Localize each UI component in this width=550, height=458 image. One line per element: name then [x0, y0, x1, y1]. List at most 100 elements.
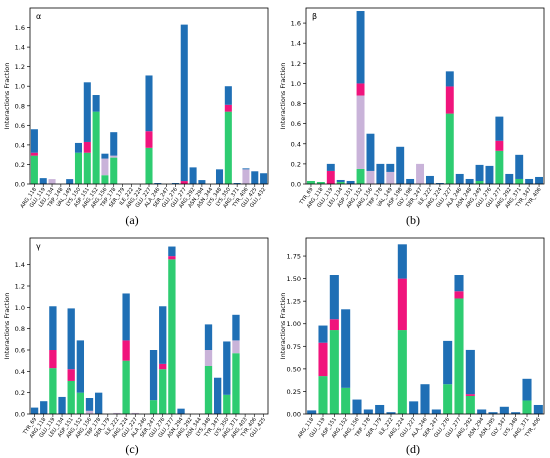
bar-a-GLU_277-water_bridges [180, 24, 188, 182]
bar-b-ARG_371-hydrogen_bonds [515, 178, 524, 184]
chart-panel-d: 0.00 0.25 0.50 0.75 1.00 1.25 1.50 1.75 Interact… [276, 230, 550, 442]
bar-d-ARG_224-ionic [397, 278, 407, 331]
bar-c-ASN_294-water_bridges [177, 408, 185, 414]
ytick-label: 0.0 [15, 411, 25, 419]
ytick-label: 1.25 [287, 298, 301, 306]
bar-b-ARG_152-hydrophobic [356, 95, 365, 169]
bar-b-TRP_178-water_bridges [376, 163, 385, 184]
bar-a-ARG_118-ionic [30, 152, 38, 156]
bar-d-GLU_277-water_bridges [454, 275, 464, 292]
bar-d-ARG_371-water_bridges [522, 378, 532, 401]
ytick-label: 0.0 [15, 181, 25, 189]
bar-a-ARG_152-water_bridges [92, 95, 100, 112]
bar-a-LYS_150-water_bridges [74, 142, 83, 153]
bar-d-ARG_152-water_bridges [341, 309, 351, 388]
bar-c-ARG_156-hydrophobic [85, 410, 94, 414]
ytick-label: 0.2 [15, 389, 25, 397]
bar-a-ARG_118-hydrogen_bonds [30, 155, 38, 184]
bar-b-SER_247-hydrophobic [416, 163, 425, 184]
bar-b-GLU_276-water_bridges [485, 165, 494, 184]
bar-c-GLU_227-hydrophobic [131, 412, 139, 414]
ytick-label: 0.6 [15, 122, 25, 130]
bar-d-GLU_276-water_bridges [443, 340, 453, 385]
ytick-label: 1.4 [15, 261, 25, 269]
bar-a-ARG_371-water_bridges [233, 183, 241, 184]
chart-b-svg: 0.0 0.2 0.4 0.6 0.8 1.0 1.2 1.4 1.6 Interactions … [279, 7, 545, 210]
caption-c: (c) [125, 442, 139, 456]
bar-a-LYS_348-water_bridges [215, 169, 224, 184]
bar-a-GLU_227-ionic [145, 131, 153, 148]
bar-a-TYR_406-hydrophobic [242, 169, 250, 184]
bar-a-GLU_277-ionic [180, 181, 188, 184]
ytick-label: 1.0 [15, 304, 25, 312]
bar-d-SER_179-water_bridges [375, 404, 385, 414]
bar-a-ARG_156-hydrophobic [101, 158, 109, 176]
bar-b-GLU_119-water_bridges [326, 163, 335, 171]
bar-b-GLU_227-ionic [445, 86, 454, 114]
ytick-label: 1.0 [291, 80, 301, 88]
bar-a-ARG_156-water_bridges [101, 153, 109, 159]
bar-d-GLU_277-ionic [454, 291, 464, 299]
bar-c-GLU_119-ionic [49, 350, 57, 369]
bar-b-ARG_249-hydrogen_bonds [475, 180, 484, 184]
bar-b-ARG_371-water_bridges [515, 154, 524, 179]
caption-d: (d) [406, 442, 420, 456]
bar-d-ARG_224-water_bridges [397, 244, 407, 279]
ytick-label: 0.6 [291, 120, 301, 128]
bar-b-TYR_347-water_bridges [525, 178, 534, 184]
bar-c-TYR_69-water_bridges [30, 407, 39, 414]
bar-d-TRP_178-water_bridges [363, 409, 373, 414]
bar-c-LYS_350-water_bridges [223, 341, 231, 395]
bar-c-GLU_276-hydrogen_bonds [159, 369, 167, 414]
ytick-label: 1.0 [15, 83, 25, 91]
bar-d-GLU_276-hydrogen_bonds [443, 384, 453, 414]
bar-c-GLU_277-hydrogen_bonds [168, 259, 176, 414]
bar-c-LYS_350-hydrogen_bonds [223, 394, 231, 414]
bar-c-TYR_347-water_bridges [213, 377, 222, 414]
plot-frame [305, 237, 545, 415]
chart-c-svg: 0.0 0.2 0.4 0.6 0.8 1.0 1.2 1.4 Interactions Fra… [3, 237, 269, 440]
bar-c-TRP_178-water_bridges [94, 392, 103, 414]
plot-frame [29, 237, 269, 415]
bar-c-ARG_224-water_bridges [122, 293, 130, 341]
chart-a-svg: 0.0 0.2 0.4 0.6 0.8 1.0 1.2 1.4 1.6 Interactions … [3, 7, 269, 210]
bar-d-ARG_371-hydrogen_bonds [522, 400, 532, 414]
bar-b-VAL_149-hydrophobic [386, 171, 395, 184]
bar-b-GLU_277-hydrogen_bonds [495, 150, 504, 184]
corner-label: β [312, 12, 317, 21]
bar-a-TYR_406-water_bridges [242, 168, 250, 170]
bar-b-ARG_292-water_bridges [505, 173, 514, 184]
bar-d-GLU_277-hydrogen_bonds [454, 298, 464, 414]
bar-c-SER_247-hydrogen_bonds [149, 400, 158, 414]
bar-b-LEU_134-water_bridges [336, 179, 345, 182]
bar-c-ARG_152-hydrogen_bonds [76, 392, 85, 414]
bar-a-GLU_432-water_bridges [260, 173, 268, 184]
bar-c-GLU_277-water_bridges [168, 246, 176, 257]
bar-c-ARG_224-hydrogen_bonds [122, 360, 130, 414]
bar-a-GLU_119-water_bridges [39, 178, 47, 184]
bar-d-ASN_294-water_bridges [477, 409, 487, 414]
bar-c-ASP_151-ionic [67, 369, 75, 381]
bar-d-ARG_292-hydrogen_bonds [465, 395, 475, 414]
ytick-label: 1.2 [15, 283, 25, 291]
bar-c-LYS_348-hydrophobic [204, 350, 213, 366]
bar-c-ARG_224-ionic [122, 340, 130, 361]
bar-c-ILE_222-hydrophobic [113, 412, 121, 414]
bar-d-GLU_227-water_bridges [409, 401, 419, 414]
caption-a: (a) [125, 213, 139, 227]
bar-c-GLU_276-ionic [159, 363, 167, 370]
chart-d-svg: 0.00 0.25 0.50 0.75 1.00 1.25 1.50 1.75 Interact… [279, 237, 545, 440]
bar-c-ASP_151-hydrogen_bonds [67, 380, 75, 414]
bar-c-ARG_371-hydrogen_bonds [232, 353, 240, 414]
bar-c-GLU_119-water_bridges [49, 306, 57, 350]
bar-b-TYR_406-water_bridges [535, 176, 544, 184]
ytick-label: 0.6 [15, 347, 25, 355]
bar-c-SER_247-water_bridges [149, 350, 158, 401]
y-axis-label: Interactions Fraction [3, 293, 11, 360]
y-axis-label: Interactions Fraction [279, 63, 287, 130]
bar-b-ALA_246-water_bridges [455, 173, 464, 184]
ytick-label: 1.2 [15, 63, 25, 71]
bar-b-ASN_248-water_bridges [465, 178, 474, 184]
ytick-label: 1.75 [287, 253, 301, 261]
ytick-label: 0.00 [287, 411, 301, 419]
